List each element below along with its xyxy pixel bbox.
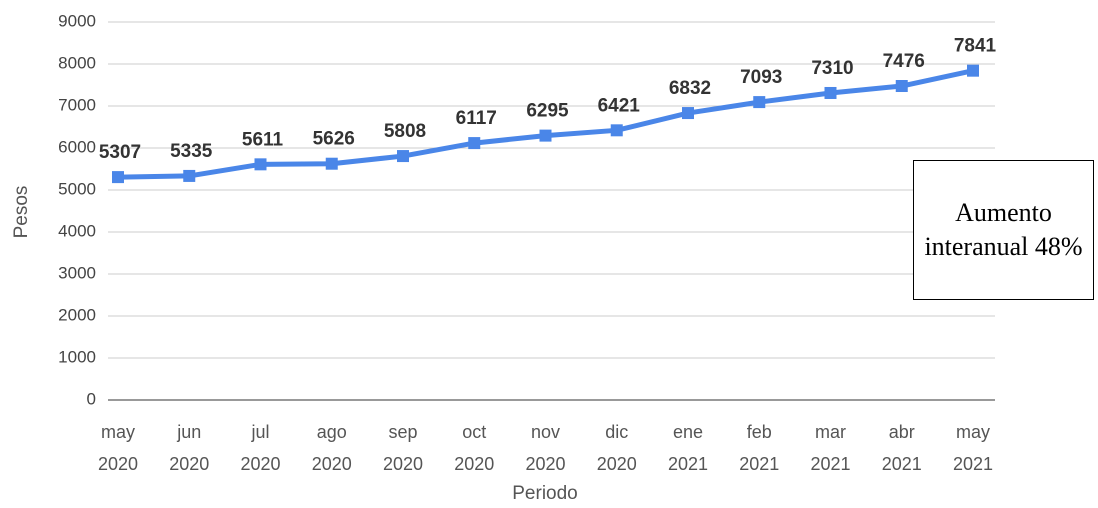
x-tick-label: dic 2020	[596, 422, 637, 474]
y-tick-label: 7000	[58, 95, 96, 114]
x-tick-label: oct 2020	[454, 422, 495, 474]
data-label: 6421	[598, 95, 641, 116]
x-tick-label: may 2021	[952, 422, 994, 474]
data-label: 5611	[242, 129, 284, 150]
x-tick-label: feb 2021	[739, 422, 780, 474]
marker	[539, 129, 552, 142]
x-tick-label: ago 2020	[311, 422, 352, 474]
x-tick-label: may 2020	[97, 422, 139, 474]
marker	[112, 171, 124, 184]
y-tick-label: 4000	[58, 221, 96, 240]
data-label: 6117	[456, 108, 497, 129]
y-tick-label: 0	[87, 389, 96, 408]
data-label: 7841	[954, 36, 997, 57]
x-tick-label: nov 2020	[525, 422, 566, 474]
annotation: Aumento interanual 48%	[913, 160, 1094, 300]
marker	[967, 64, 979, 77]
y-tick-label: 5000	[58, 179, 96, 198]
y-tick-label: 9000	[58, 11, 96, 30]
line	[117, 68, 974, 180]
data-label: 5307	[99, 142, 141, 163]
data-label: 5626	[313, 129, 355, 150]
x-tick-label: jun 2020	[169, 422, 210, 474]
x-axis-label: Periodo	[512, 483, 578, 504]
data-label: 6832	[669, 78, 711, 99]
y-tick-label: 2000	[58, 305, 96, 324]
y-tick-label: 8000	[58, 53, 96, 72]
x-tick-label: ene 2021	[667, 422, 709, 474]
marker	[183, 169, 196, 182]
marker	[254, 158, 267, 171]
marker	[468, 137, 481, 150]
y-tick-label: 1000	[58, 347, 96, 366]
marker	[610, 124, 623, 137]
x-tick-label: abr 2021	[881, 422, 922, 474]
data-label: 7093	[740, 67, 782, 88]
marker	[824, 86, 837, 99]
x-tick-label: sep 2020	[382, 422, 424, 474]
data-label: 7310	[811, 58, 853, 79]
y-axis-label: Pesos	[11, 186, 32, 239]
y-tick-label: 6000	[58, 137, 96, 156]
data-label: 6295	[526, 101, 569, 122]
data-label: 7476	[883, 51, 925, 72]
y-tick-label: 3000	[58, 263, 96, 282]
marker	[895, 80, 908, 93]
data-label: 5335	[170, 141, 213, 162]
marker	[682, 107, 694, 120]
marker	[397, 150, 409, 163]
data-label: 5808	[384, 121, 426, 142]
marker	[753, 96, 766, 109]
x-tick-label: jul 2020	[240, 422, 281, 474]
marker	[325, 157, 338, 170]
x-tick-label: mar 2021	[810, 422, 851, 474]
